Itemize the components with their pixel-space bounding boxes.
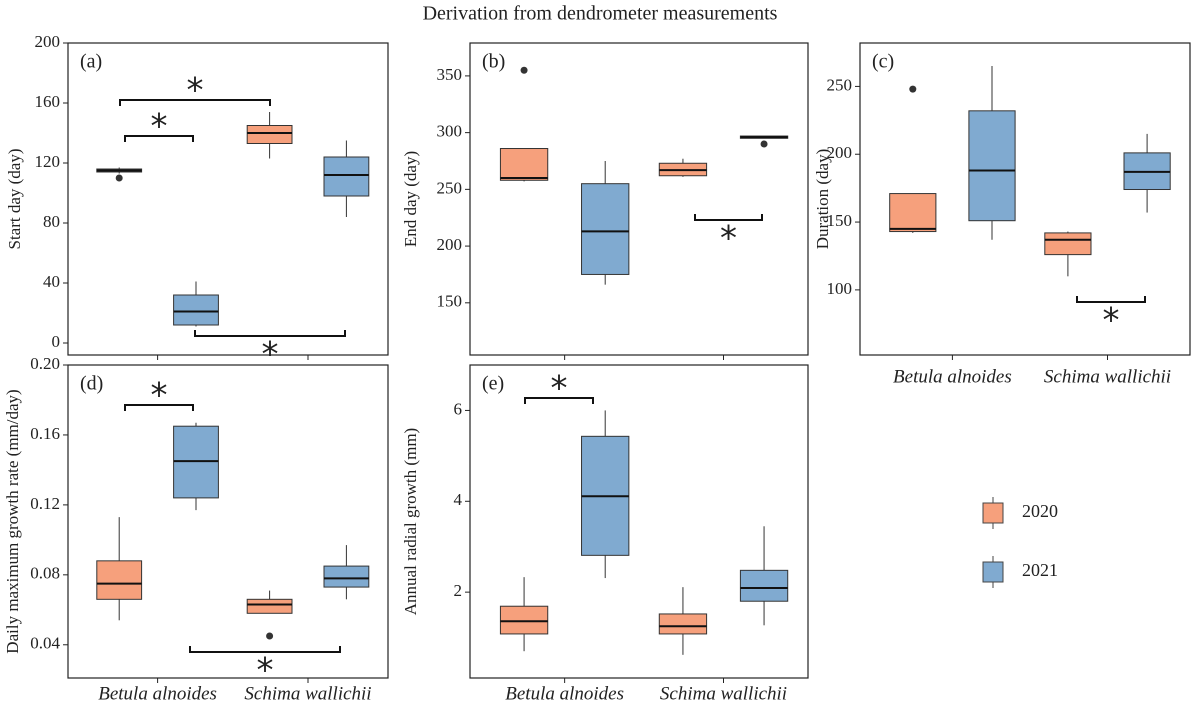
panel-frame: [859, 42, 1191, 356]
y-tick-label: 300: [437, 122, 463, 141]
x-tick-label: Schima wallichii: [660, 683, 787, 704]
y-tick-label: 150: [827, 211, 853, 230]
outlier: [115, 174, 123, 182]
significance-bracket: [189, 646, 341, 653]
x-tick-label: Schima wallichii: [244, 683, 371, 704]
box: [173, 294, 219, 326]
significance-mark: *: [551, 369, 568, 409]
y-tick-label: 0.12: [30, 494, 60, 513]
box: [499, 148, 549, 181]
box: [739, 569, 789, 602]
y-tick-label: 120: [35, 152, 61, 171]
y-tick-label: 4: [454, 490, 463, 509]
y-tick-label: 80: [43, 212, 60, 231]
y-tick-label: 200: [35, 32, 61, 51]
significance-bracket: [124, 135, 194, 142]
box: [889, 193, 937, 233]
y-tick-label: 0.08: [30, 564, 60, 583]
outlier: [760, 140, 768, 148]
y-tick-label: 0.04: [30, 634, 60, 653]
significance-mark: *: [151, 376, 168, 416]
legend-swatch: [982, 502, 1004, 524]
x-tick-label: Betula alnoides: [893, 366, 1012, 387]
panel-label: (b): [482, 51, 505, 73]
box: [323, 156, 370, 197]
y-tick-label: 200: [827, 143, 853, 162]
y-tick-label: 0.20: [30, 354, 60, 373]
panel-label: (d): [80, 373, 103, 395]
y-axis-label: End day (day): [401, 151, 420, 247]
significance-mark: *: [187, 71, 204, 111]
box: [96, 560, 143, 600]
y-tick-label: 350: [437, 65, 463, 84]
significance-mark: *: [257, 651, 274, 691]
panel-frame: [469, 42, 809, 356]
box: [323, 565, 370, 588]
outlier: [909, 85, 917, 93]
legend-label: 2020: [1022, 501, 1058, 521]
significance-mark: *: [262, 335, 279, 375]
significance-mark: *: [720, 219, 737, 259]
panel-label: (a): [80, 51, 102, 73]
y-axis-label: Daily maximum growth rate (mm/day): [3, 389, 22, 653]
significance-bracket: [1076, 296, 1146, 303]
box: [1044, 232, 1092, 256]
chart-title: Derivation from dendrometer measurements: [423, 3, 778, 25]
y-axis-label: Annual radial growth (mm): [401, 428, 420, 615]
y-tick-label: 0.16: [30, 424, 60, 443]
significance-bracket: [194, 330, 346, 337]
box: [658, 613, 708, 635]
y-tick-label: 6: [454, 399, 463, 418]
y-tick-label: 0: [52, 332, 61, 351]
significance-bracket: [524, 397, 594, 404]
panel-label: (e): [482, 373, 504, 395]
y-tick-label: 100: [827, 279, 853, 298]
legend-swatch: [982, 561, 1004, 583]
significance-mark: *: [151, 107, 168, 147]
y-axis-label: Duration (day): [813, 149, 832, 250]
panel-frame: [469, 364, 809, 679]
significance-bracket: [694, 214, 763, 221]
box: [581, 183, 630, 275]
y-axis-label: Start day (day): [5, 148, 24, 249]
y-tick-label: 2: [454, 581, 463, 600]
box: [968, 110, 1016, 222]
panel-label: (c): [872, 51, 894, 73]
outlier: [520, 66, 528, 74]
y-tick-label: 250: [437, 178, 463, 197]
panel-frame: [67, 364, 389, 679]
significance-mark: *: [1103, 301, 1120, 341]
x-tick-label: Schima wallichii: [1044, 366, 1171, 387]
outlier: [266, 632, 274, 640]
y-tick-label: 250: [827, 75, 853, 94]
x-tick-label: Betula alnoides: [505, 683, 624, 704]
box: [246, 125, 293, 144]
box: [499, 605, 549, 635]
y-tick-label: 40: [43, 272, 60, 291]
y-tick-label: 200: [437, 235, 463, 254]
legend-label: 2021: [1022, 560, 1058, 580]
box: [246, 598, 293, 614]
y-tick-label: 150: [437, 292, 463, 311]
y-tick-label: 160: [35, 92, 61, 111]
significance-bracket: [124, 404, 194, 411]
panel-frame: [67, 42, 389, 356]
x-tick-label: Betula alnoides: [98, 683, 217, 704]
significance-bracket: [119, 99, 271, 106]
